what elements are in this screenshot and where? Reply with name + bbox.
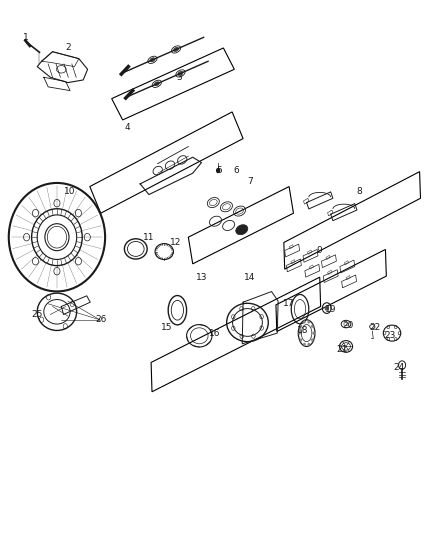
Text: 10: 10 [64,188,76,196]
Text: 26: 26 [95,316,106,324]
Text: 13: 13 [196,273,207,281]
Text: 19: 19 [325,305,336,313]
Text: 14: 14 [244,273,255,281]
Text: 6: 6 [233,166,240,175]
Text: 3: 3 [177,73,183,82]
Text: 16: 16 [209,329,220,337]
Text: 11: 11 [143,233,155,241]
Circle shape [300,338,302,342]
Text: 12: 12 [170,238,181,247]
Circle shape [303,343,306,346]
Text: 18: 18 [297,326,308,335]
Circle shape [307,343,310,346]
Text: 2: 2 [65,44,71,52]
Circle shape [216,168,220,173]
Circle shape [311,338,314,342]
Ellipse shape [173,47,179,52]
Circle shape [300,325,302,328]
Ellipse shape [154,82,159,86]
Ellipse shape [178,71,183,76]
Circle shape [307,320,310,324]
Text: 9: 9 [317,246,323,255]
Text: 15: 15 [161,324,172,332]
Text: 24: 24 [393,364,404,372]
Text: 22: 22 [369,324,380,332]
Circle shape [303,320,306,324]
Text: 20: 20 [343,321,354,329]
Text: 23: 23 [384,332,396,340]
Circle shape [311,325,314,328]
Text: 25: 25 [32,310,43,319]
Text: 1: 1 [23,33,29,42]
Text: 4: 4 [124,124,130,132]
Ellipse shape [150,58,155,62]
Text: 7: 7 [247,177,253,185]
Text: 5: 5 [216,166,222,175]
Ellipse shape [236,225,248,235]
Text: 17: 17 [283,300,295,308]
Text: 8: 8 [356,188,362,196]
Circle shape [325,305,329,311]
Circle shape [298,332,301,335]
Circle shape [312,332,315,335]
Text: 21: 21 [336,345,347,353]
